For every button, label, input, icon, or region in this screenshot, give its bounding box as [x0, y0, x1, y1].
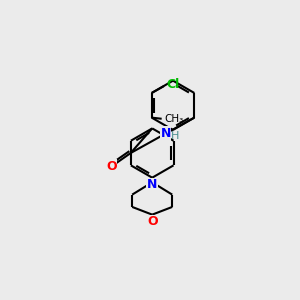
- Text: O: O: [106, 160, 117, 172]
- Text: O: O: [147, 215, 158, 228]
- Text: CH₃: CH₃: [165, 114, 184, 124]
- Text: N: N: [160, 127, 171, 140]
- Text: H: H: [171, 131, 179, 141]
- Text: Cl: Cl: [166, 78, 179, 91]
- Text: N: N: [147, 178, 158, 191]
